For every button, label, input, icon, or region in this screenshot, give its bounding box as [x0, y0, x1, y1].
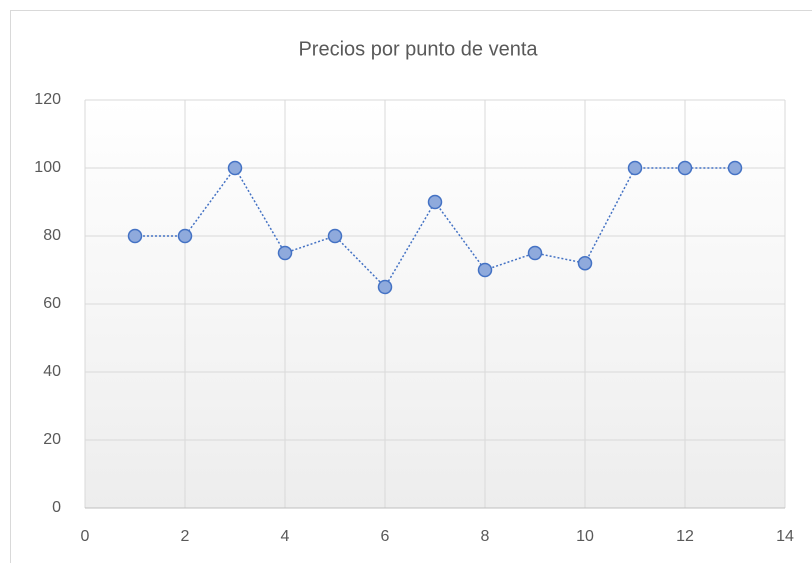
- y-tick-label: 20: [43, 431, 61, 448]
- y-tick-label: 60: [43, 295, 61, 312]
- x-tick-label: 0: [81, 528, 90, 545]
- x-tick-label: 2: [181, 528, 190, 545]
- point: [427, 194, 443, 210]
- grid: 0 20 40 60 80 100 120 0 2 4 6 8 10 12 14: [34, 91, 794, 545]
- x-tick-label: 4: [281, 528, 290, 545]
- point: [227, 160, 243, 176]
- x-tick-label: 8: [481, 528, 490, 545]
- x-tick-label: 6: [381, 528, 390, 545]
- x-tick-label: 10: [576, 528, 594, 545]
- point: [577, 255, 593, 271]
- y-tick-label: 80: [43, 227, 61, 244]
- point: [677, 160, 693, 176]
- chart-title: Precios por punto de venta: [298, 38, 538, 60]
- y-tick-label: 40: [43, 363, 61, 380]
- point: [277, 245, 293, 261]
- x-tick-label: 12: [676, 528, 694, 545]
- point: [377, 279, 393, 295]
- y-tick-label: 100: [34, 159, 61, 176]
- point: [627, 160, 643, 176]
- point: [527, 245, 543, 261]
- y-tick-label: 0: [52, 499, 61, 516]
- point: [727, 160, 743, 176]
- point: [177, 228, 193, 244]
- y-tick-label: 120: [34, 91, 61, 108]
- marks: [127, 160, 743, 295]
- point: [327, 228, 343, 244]
- point: [477, 262, 493, 278]
- point: [127, 228, 143, 244]
- x-tick-label: 14: [776, 528, 794, 545]
